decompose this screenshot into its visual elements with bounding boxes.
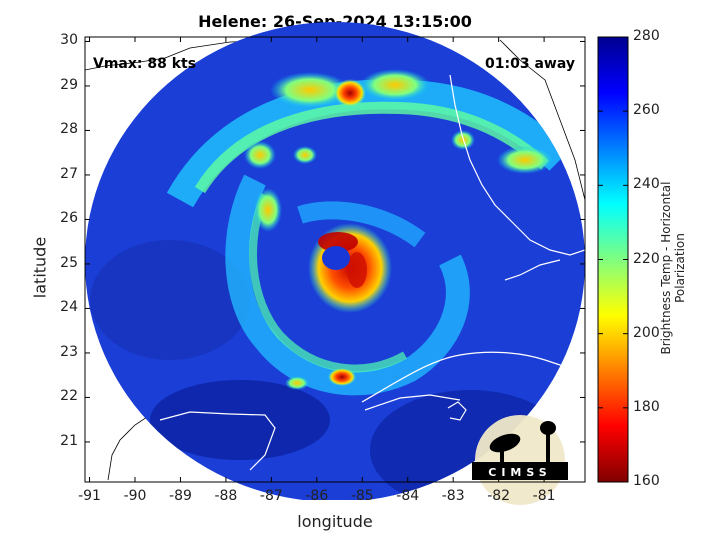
coastline-inside [87,71,585,471]
colorbar-label: Brightness Temp - Horizontal Polarizatio… [659,181,687,355]
y-tick-label: 25 [60,254,78,271]
colorbar-tick-label: 160 [633,473,660,489]
x-tick-label: -91 [78,488,101,504]
x-tick-label: -82 [487,488,511,504]
y-tick-label: 29 [60,76,78,93]
y-tick-label: 28 [60,121,78,138]
x-tick-label: -85 [350,488,374,504]
y-tick-label: 23 [60,343,78,360]
y-tick-label: 24 [60,299,78,316]
y-tick-label: 27 [60,165,78,182]
x-tick-label: -90 [123,488,147,504]
colorbar-tick-label: 220 [633,250,660,267]
microwave-swath [85,22,585,502]
y-tick-label: 30 [60,32,78,49]
colorbar-ticks [598,36,628,483]
x-tick-label: -88 [214,488,238,504]
y-tick-label: 26 [60,210,78,227]
x-tick-label: -86 [305,488,329,504]
colorbar-tick-label: 240 [633,176,660,193]
x-tick-label: -87 [259,488,283,504]
logo-text: CIMSS [488,466,551,479]
plot-title: Helene: 26-Sep-2024 13:15:00 [198,12,472,31]
x-tick-label: -84 [396,488,420,504]
x-tick-label: -83 [441,488,465,504]
y-axis-label: latitude [30,236,50,299]
plot-frame [84,36,586,483]
x-tick-label: -81 [532,488,556,504]
colorbar-tick-label: 180 [633,398,660,415]
x-tick-label: -89 [169,488,192,504]
colorbar-tick-label: 260 [633,102,660,119]
axis-ticks [85,37,585,482]
y-tick-label: 22 [60,388,78,405]
x-axis-label: longitude [297,512,373,531]
time-away-annotation: 01:03 away [485,56,575,72]
vmax-annotation: Vmax: 88 kts [93,56,196,72]
y-tick-label: 21 [60,432,78,449]
colorbar-tick-label: 280 [633,28,660,44]
colorbar-tick-label: 200 [633,324,660,341]
